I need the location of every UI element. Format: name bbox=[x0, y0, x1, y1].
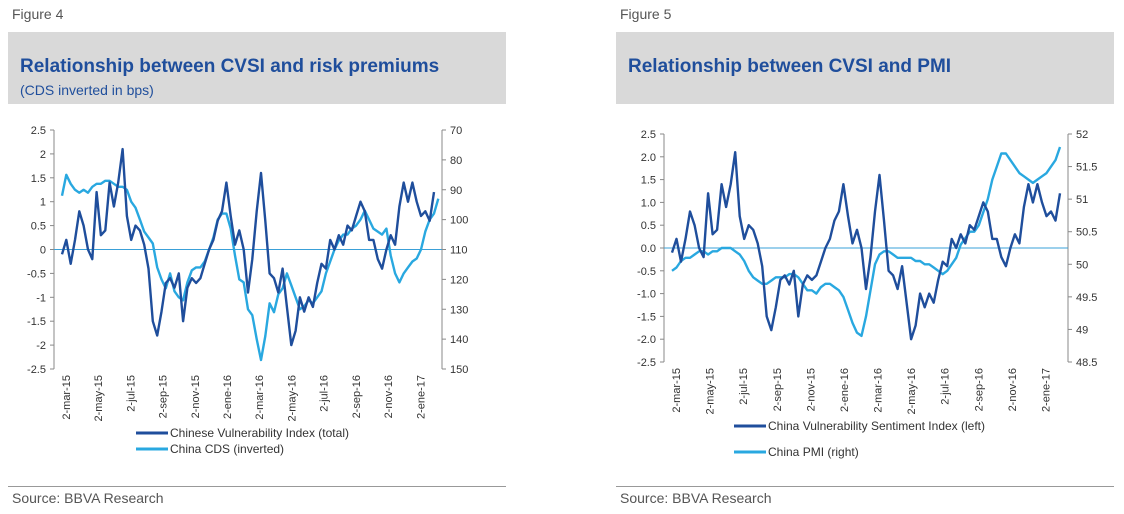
x-tick-label: 2-sep-16 bbox=[973, 368, 985, 411]
left-tick-label: -2.5 bbox=[27, 364, 46, 376]
chart-title: Relationship between CVSI and PMI bbox=[628, 56, 952, 77]
figure-label: Figure 5 bbox=[620, 6, 672, 22]
right-tick-label: 48.5 bbox=[1076, 357, 1097, 369]
legend-label: China Vulnerability Sentiment Index (lef… bbox=[768, 419, 985, 433]
source-note: Source: BBVA Research bbox=[620, 490, 772, 506]
right-tick-label: 51.5 bbox=[1076, 162, 1097, 174]
left-tick-label: 1.5 bbox=[641, 175, 656, 187]
right-tick-label: 90 bbox=[450, 185, 462, 197]
left-tick-label: 0 bbox=[40, 245, 46, 257]
x-tick-label: 2-sep-15 bbox=[158, 375, 170, 418]
cvsi-risk-premium-chart: 2.5 2 1.5 1 0.5 0 -0.5 -1 -1.5 -2 -2.5 70 80 90 100 110… bbox=[27, 125, 468, 456]
x-tick-label: 2-jul-16 bbox=[319, 375, 331, 412]
left-tick-label: 2.0 bbox=[641, 152, 656, 164]
right-tick-label: 52 bbox=[1076, 129, 1088, 141]
left-tick-label: 0.5 bbox=[31, 221, 46, 233]
right-tick-label: 49.5 bbox=[1076, 292, 1097, 304]
left-tick-label: -1.0 bbox=[637, 289, 656, 301]
right-tick-label: 70 bbox=[450, 125, 462, 137]
right-tick-label: 100 bbox=[450, 215, 468, 227]
legend-label: China PMI (right) bbox=[768, 445, 859, 459]
series-line-light bbox=[671, 146, 1062, 338]
left-tick-label: 1 bbox=[40, 197, 46, 209]
x-tick-label: 2-sep-16 bbox=[351, 375, 363, 418]
right-tick-label: 80 bbox=[450, 155, 462, 167]
x-tick-label: 2-may-16 bbox=[286, 375, 298, 421]
figure-5-panel: Figure 5 Relationship between CVSI and P… bbox=[616, 0, 1116, 514]
x-tick-label: 2-ene-16 bbox=[839, 368, 851, 412]
x-tick-label: 2-may-15 bbox=[93, 375, 105, 421]
left-tick-label: 1.5 bbox=[31, 173, 46, 185]
left-tick-label: -0.5 bbox=[637, 266, 656, 278]
left-tick-label: -1.5 bbox=[27, 316, 46, 328]
left-tick-label: 2 bbox=[40, 149, 46, 161]
source-divider bbox=[8, 486, 506, 487]
right-tick-label: 140 bbox=[450, 334, 468, 346]
left-tick-label: 2.5 bbox=[641, 129, 656, 141]
right-tick-label: 130 bbox=[450, 304, 468, 316]
series-line-dark bbox=[60, 147, 436, 347]
x-tick-label: 2-ene-17 bbox=[1041, 368, 1053, 412]
x-tick-label: 2-mar-16 bbox=[873, 368, 885, 413]
left-tick-label: -1.5 bbox=[637, 311, 656, 323]
right-tick-label: 50 bbox=[1076, 259, 1088, 271]
left-tick-label: -2 bbox=[36, 340, 46, 352]
title-box: Relationship between CVSI and risk premi… bbox=[8, 32, 506, 104]
left-tick-label: 0.0 bbox=[641, 243, 656, 255]
left-tick-label: -0.5 bbox=[27, 268, 46, 280]
left-tick-label: 1.0 bbox=[641, 197, 656, 209]
right-tick-label: 51 bbox=[1076, 194, 1088, 206]
right-tick-label: 150 bbox=[450, 364, 468, 376]
chart-subtitle: (CDS inverted in bps) bbox=[20, 82, 154, 98]
source-note: Source: BBVA Research bbox=[12, 490, 164, 506]
right-tick-label: 120 bbox=[450, 274, 468, 286]
left-tick-label: 0.5 bbox=[641, 220, 656, 232]
chart-title: Relationship between CVSI and risk premi… bbox=[20, 56, 440, 77]
x-tick-label: 2-nov-15 bbox=[190, 375, 202, 418]
x-tick-label: 2-mar-15 bbox=[61, 375, 73, 420]
left-tick-label: -2.0 bbox=[637, 334, 656, 346]
left-tick-label: -1 bbox=[36, 292, 46, 304]
x-tick-label: 2-ene-16 bbox=[222, 375, 234, 419]
title-box: Relationship between CVSI and PMI bbox=[616, 32, 1114, 104]
legend-label: China CDS (inverted) bbox=[170, 442, 284, 456]
right-tick-label: 49 bbox=[1076, 324, 1088, 336]
x-tick-label: 2-may-15 bbox=[705, 368, 717, 414]
figure-label: Figure 4 bbox=[12, 6, 64, 22]
cvsi-pmi-chart: 2.5 2.0 1.5 1.0 0.5 0.0 -0.5 -1.0 -1.5 -2.0 -2.5 52… bbox=[637, 129, 1097, 459]
right-tick-label: 110 bbox=[450, 245, 468, 257]
x-tick-label: 2-jul-16 bbox=[940, 368, 952, 405]
x-tick-label: 2-jul-15 bbox=[738, 368, 750, 405]
x-tick-label: 2-mar-15 bbox=[671, 368, 683, 413]
left-tick-label: 2.5 bbox=[31, 125, 46, 137]
left-tick-label: -2.5 bbox=[637, 357, 656, 369]
series-line-dark bbox=[670, 151, 1062, 341]
x-tick-label: 2-jul-15 bbox=[125, 375, 137, 412]
legend-label: Chinese Vulnerability Index (total) bbox=[170, 426, 349, 440]
x-tick-label: 2-may-16 bbox=[906, 368, 918, 414]
x-tick-label: 2-nov-15 bbox=[805, 368, 817, 411]
x-tick-label: 2-nov-16 bbox=[1007, 368, 1019, 411]
x-tick-label: 2-nov-16 bbox=[383, 375, 395, 418]
x-tick-label: 2-sep-15 bbox=[772, 368, 784, 411]
x-tick-label: 2-ene-17 bbox=[415, 375, 427, 419]
source-divider bbox=[616, 486, 1114, 487]
right-tick-label: 50.5 bbox=[1076, 227, 1097, 239]
x-tick-label: 2-mar-16 bbox=[254, 375, 266, 420]
figure-4-panel: Figure 4 Relationship between CVSI and r… bbox=[8, 0, 508, 514]
